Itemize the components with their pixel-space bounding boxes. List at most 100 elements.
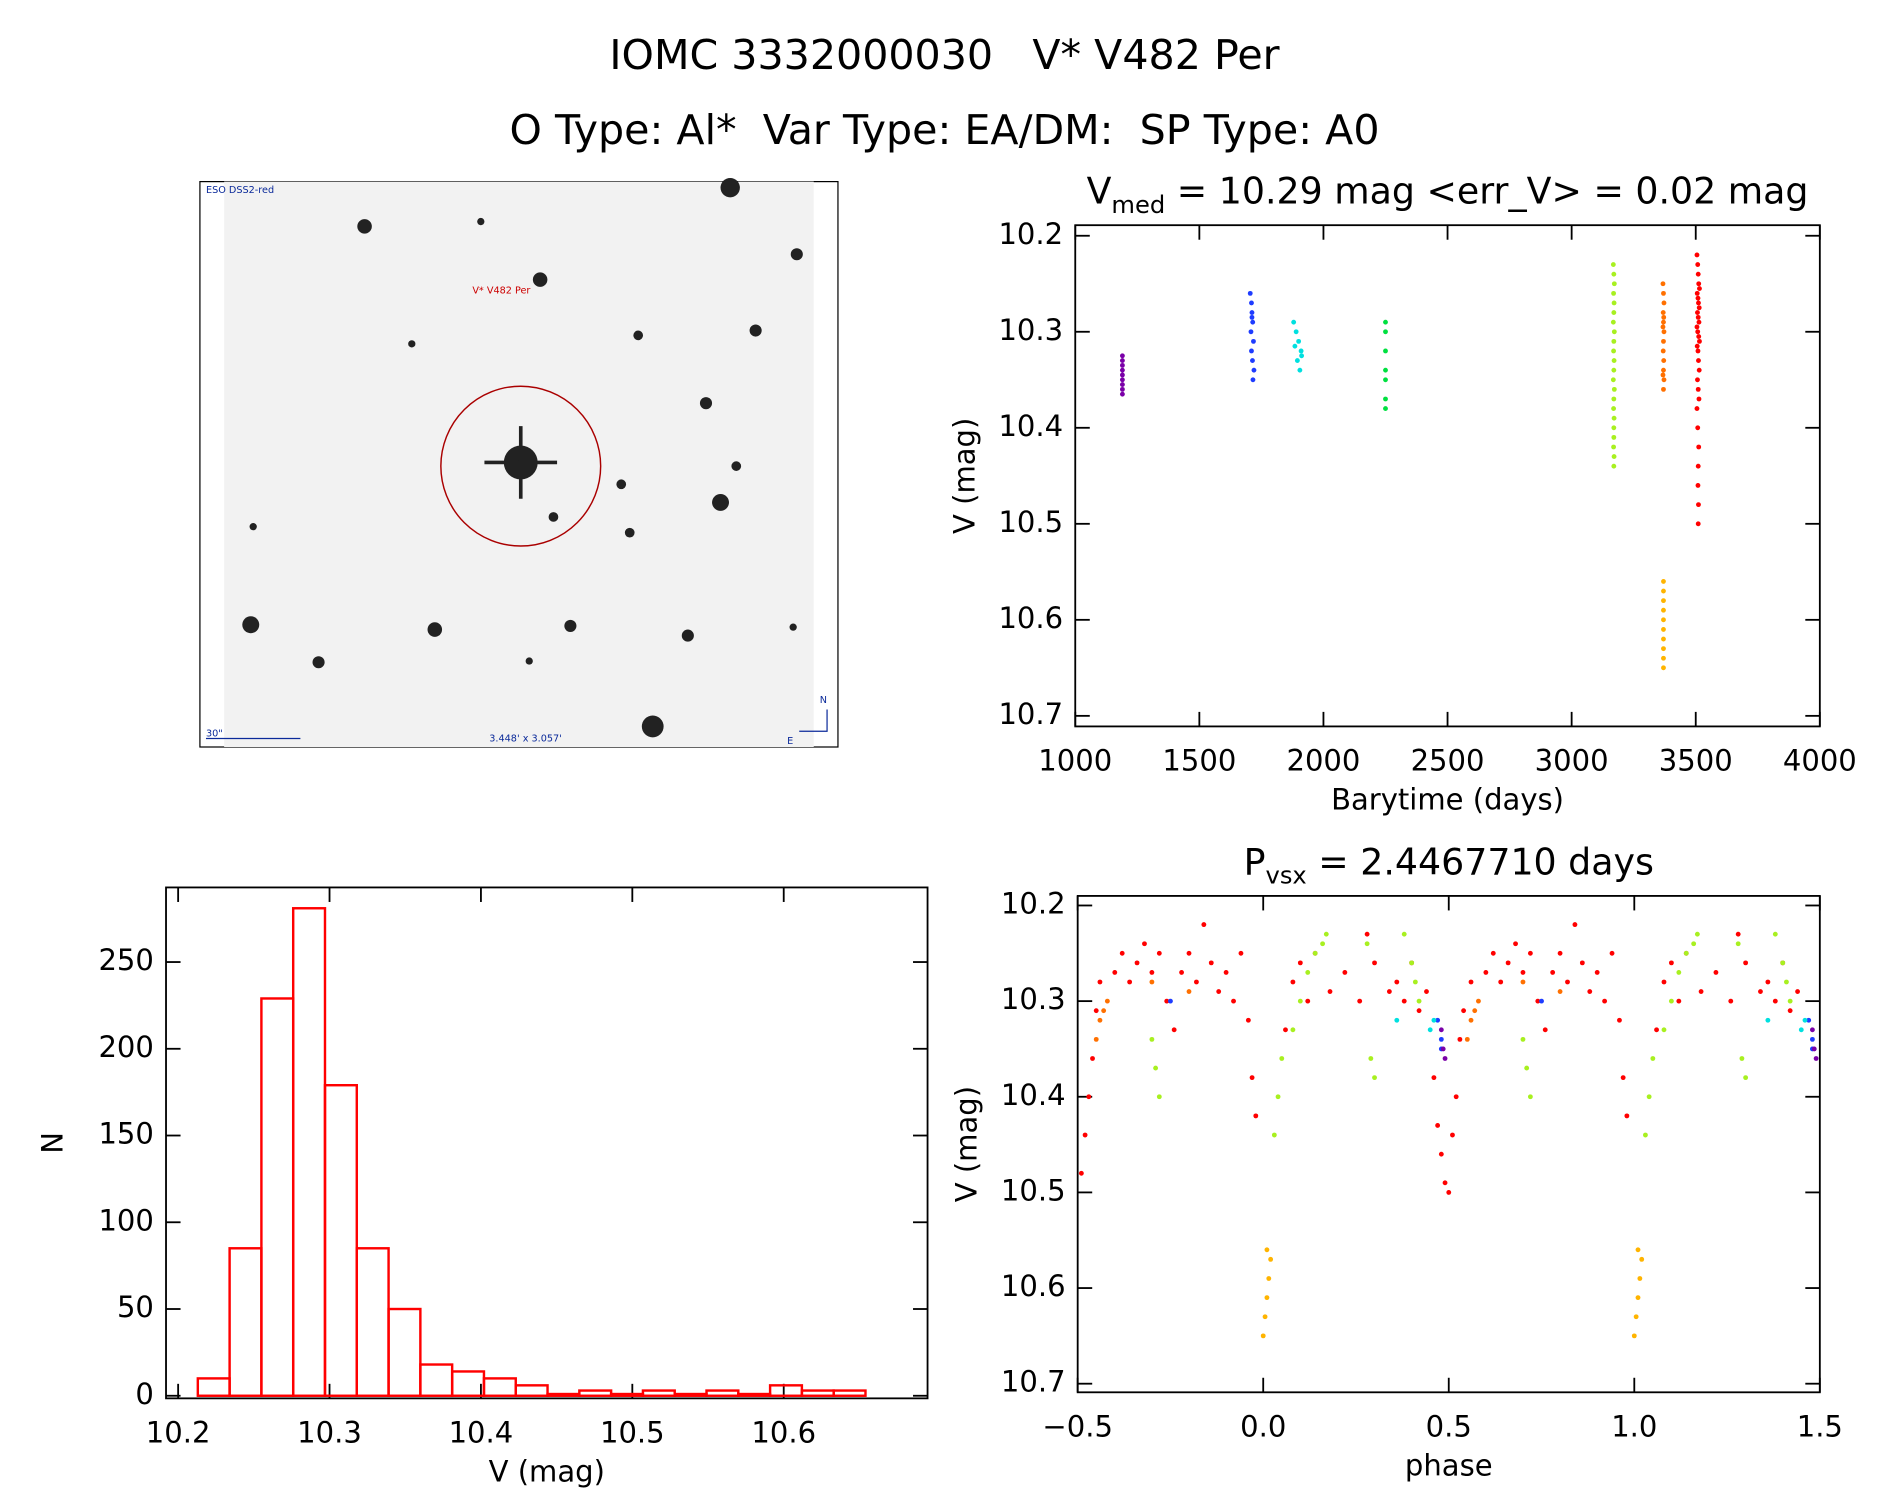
data-point [1156,1094,1162,1100]
data-point [1691,941,1697,947]
data-point [1364,931,1370,937]
data-point [1266,1276,1272,1281]
data-point [1142,941,1147,947]
x-tick-label: 10.2 [146,1416,211,1450]
histogram-bar [228,1247,263,1397]
data-point [1661,655,1666,661]
data-point [1695,329,1701,335]
data-point [1394,1017,1400,1023]
data-point [1572,922,1578,928]
data-point [1290,979,1296,985]
data-point [1743,960,1749,966]
y-axis-label: N [36,1132,70,1154]
data-point [1661,646,1666,652]
title-sub: vsx [1266,862,1307,890]
x-tick-label: 4000 [1783,744,1857,778]
data-point [1611,425,1617,431]
chart-title: Vmed = 10.29 mag <err_V> = 0.02 mag [1087,170,1809,219]
data-point [1610,377,1616,383]
data-point [1611,310,1617,315]
data-point [1093,1036,1099,1042]
data-point [1247,290,1253,296]
data-point [1251,367,1257,373]
data-point [1383,396,1388,402]
data-point [1617,1017,1622,1023]
data-point [1520,970,1526,975]
data-point [1249,314,1255,320]
data-point [1294,358,1300,364]
histogram-bar [546,1392,581,1397]
data-point [1457,1036,1463,1042]
y-tick-label: 10.5 [998,505,1063,539]
data-point [1735,941,1741,947]
data-point [1468,979,1474,985]
data-point [1438,1036,1444,1042]
histogram-bar [355,1247,390,1397]
data-point [1609,950,1615,956]
data-point [1697,286,1702,291]
histogram-bar [450,1370,486,1397]
histogram-bar [832,1389,867,1397]
data-point [1412,979,1418,985]
data-point [1661,665,1666,671]
data-point [1431,1075,1437,1081]
data-point [1624,1113,1630,1119]
data-point [1323,931,1329,937]
data-point [1520,1036,1526,1042]
data-point [1401,931,1407,937]
data-point [1127,979,1133,985]
data-point [1660,310,1666,315]
data-point [1297,960,1303,966]
data-point [1250,358,1255,364]
data-point [1695,521,1701,527]
data-point [1372,1075,1377,1081]
data-point [1696,358,1701,364]
data-point [1696,396,1702,402]
data-point [1611,281,1617,287]
data-point [1772,931,1778,937]
x-tick-label: 10.4 [449,1416,514,1450]
y-tick-label: 10.3 [1001,982,1066,1016]
data-point [1168,998,1173,1004]
data-point [1293,329,1299,335]
histogram-bar [196,1377,231,1397]
main-title: IOMC 3332000030 V* V482 Per [609,31,1279,79]
chart-title: Pvsx = 2.4467710 days [1244,840,1654,889]
data-point [1468,1017,1474,1023]
histogram-bar [260,997,295,1397]
data-point [1527,1094,1533,1100]
east-label: E [787,736,793,747]
x-tick-label: 2000 [1286,744,1360,778]
data-point [1461,1008,1467,1014]
data-point [1119,386,1125,392]
field-label: 3.448' x 3.057' [489,734,562,745]
data-point [1695,271,1701,277]
data-point [1661,338,1666,344]
data-point [1472,1008,1478,1014]
data-point [1271,1132,1277,1138]
data-point [1483,970,1489,975]
data-point [1611,463,1617,469]
data-point [1320,941,1326,947]
data-point [1661,1027,1667,1033]
data-point [1695,377,1700,383]
data-point [1194,979,1199,985]
data-point [1661,377,1667,383]
data-point [1565,979,1570,985]
x-tick-label: 10.6 [751,1416,816,1450]
data-point [1416,1008,1422,1014]
data-point [1660,372,1666,378]
data-point [1476,998,1481,1004]
data-point [1357,998,1363,1004]
data-point [1611,396,1617,402]
data-point [1520,979,1526,985]
data-point [1223,970,1229,975]
data-point [1695,425,1701,431]
histogram-bar [482,1377,517,1397]
data-point [1291,319,1297,325]
histogram-bar [609,1392,645,1397]
data-point [1579,960,1585,966]
data-point [1442,1180,1448,1186]
data-point [1728,998,1734,1004]
